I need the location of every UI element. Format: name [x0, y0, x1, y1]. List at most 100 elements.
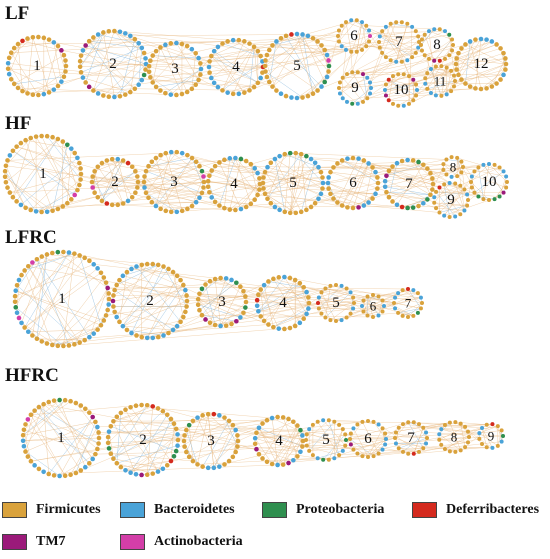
node: [96, 441, 101, 446]
node: [360, 47, 364, 52]
node: [175, 443, 180, 448]
node: [430, 176, 435, 181]
edge: [130, 420, 230, 473]
node: [25, 454, 31, 459]
node: [211, 465, 217, 471]
module-number: 7: [405, 176, 413, 192]
node: [217, 464, 222, 469]
edge: [176, 42, 199, 81]
node: [277, 207, 282, 213]
node: [480, 441, 485, 446]
edge: [388, 79, 417, 96]
node: [7, 153, 13, 158]
node: [195, 302, 201, 308]
node: [453, 79, 457, 83]
edge: [131, 263, 148, 270]
edge: [255, 437, 301, 453]
node: [153, 203, 159, 209]
node: [95, 266, 100, 271]
module-number: 2: [109, 56, 117, 72]
edge: [330, 171, 437, 209]
node: [258, 287, 264, 292]
node: [77, 253, 82, 258]
node: [63, 69, 68, 74]
node: [78, 171, 84, 177]
edge: [435, 185, 461, 209]
node: [33, 134, 39, 139]
node: [469, 180, 473, 184]
node: [93, 451, 98, 457]
edge: [155, 152, 172, 207]
node: [36, 92, 41, 98]
node: [447, 420, 452, 425]
edge: [156, 79, 199, 88]
node: [236, 91, 242, 97]
edge: [439, 435, 504, 441]
node: [123, 31, 128, 36]
node: [220, 41, 225, 46]
node: [421, 425, 426, 430]
node: [365, 294, 370, 299]
node: [36, 404, 42, 410]
node: [198, 72, 203, 77]
edge: [21, 254, 48, 323]
edge: [441, 75, 455, 97]
node: [5, 60, 11, 66]
node: [106, 302, 111, 307]
edge: [165, 153, 183, 211]
node: [170, 327, 176, 333]
node: [183, 287, 188, 293]
edge: [257, 51, 264, 68]
node: [41, 35, 47, 41]
module-hfrc-3: 3: [181, 411, 241, 471]
node: [95, 424, 100, 430]
node: [86, 84, 92, 90]
edge: [384, 58, 506, 91]
node: [396, 103, 401, 108]
node: [324, 74, 330, 80]
node: [376, 422, 381, 427]
legend-item-bacteroidetes: Bacteroidetes: [120, 502, 235, 518]
node: [450, 37, 455, 42]
edge: [113, 419, 268, 422]
node: [339, 318, 344, 323]
node: [437, 437, 442, 442]
edge: [25, 139, 72, 149]
edge: [439, 439, 469, 443]
edge: [48, 401, 93, 460]
node: [89, 179, 95, 185]
edge: [450, 39, 487, 92]
edge: [147, 284, 184, 339]
edge: [213, 429, 236, 468]
node: [16, 277, 22, 283]
node: [433, 93, 438, 98]
node: [326, 418, 331, 423]
edge: [109, 431, 185, 436]
module-lf-12: 12: [453, 36, 509, 92]
edge: [113, 411, 164, 459]
edge: [395, 23, 408, 62]
node: [78, 403, 84, 408]
edge: [346, 288, 409, 290]
node: [36, 34, 41, 40]
node: [41, 469, 46, 475]
node: [411, 451, 416, 456]
node: [184, 449, 189, 455]
node: [75, 155, 80, 161]
edge: [443, 184, 450, 217]
node: [480, 426, 485, 431]
node: [197, 307, 202, 313]
node: [229, 321, 234, 327]
node: [432, 200, 437, 205]
edge: [398, 308, 421, 314]
node: [112, 287, 117, 293]
node: [199, 312, 205, 318]
edge: [353, 428, 428, 439]
edge: [396, 162, 447, 175]
edge: [488, 163, 508, 183]
node: [73, 470, 79, 476]
edge: [337, 20, 352, 37]
node: [173, 448, 179, 454]
node: [421, 162, 426, 168]
node: [59, 48, 64, 53]
